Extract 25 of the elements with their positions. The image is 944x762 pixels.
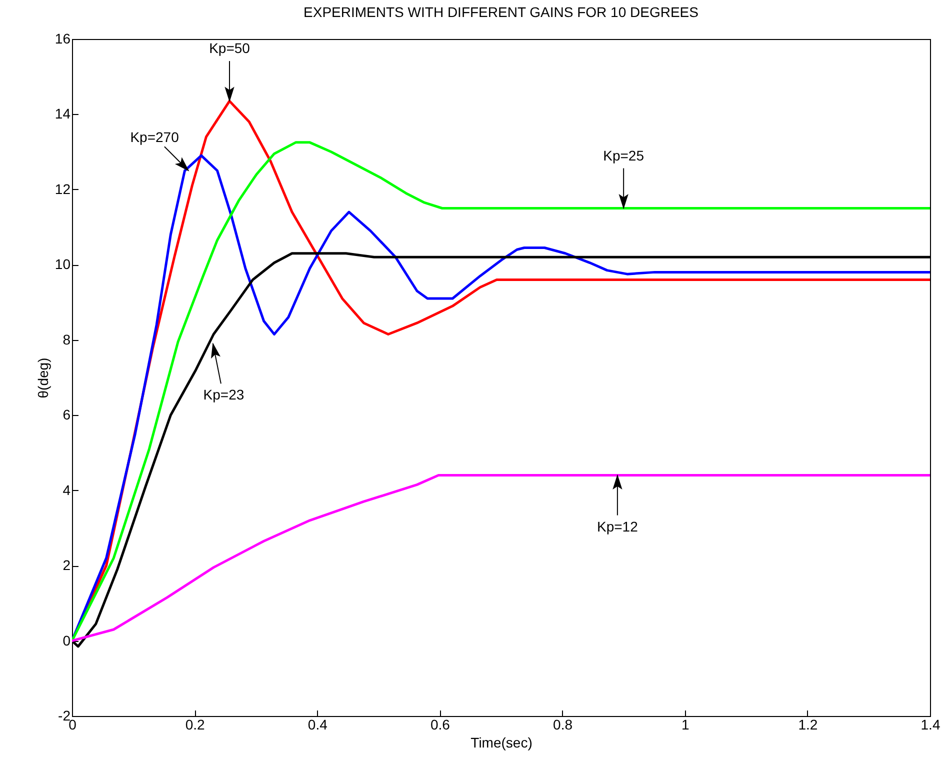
y-tick-label: 14: [54, 106, 71, 122]
y-tick-label: 16: [54, 30, 71, 46]
y-tick-label: 0: [62, 632, 71, 648]
y-tick-label: 8: [62, 331, 71, 348]
chart-title: EXPERIMENTS WITH DIFFERENT GAINS FOR 10 DEGREES: [304, 4, 698, 20]
x-tick-label: 0.4: [308, 716, 328, 732]
x-tick-label: 1: [681, 716, 690, 732]
y-tick-label: 12: [54, 180, 71, 197]
annotation: Kp=12: [597, 518, 638, 534]
annotation: Kp=50: [209, 40, 250, 56]
y-axis-title: θ(deg): [34, 358, 51, 398]
x-tick-label: 0.8: [553, 716, 573, 732]
y-tick-label: 6: [62, 406, 71, 423]
annotation: Kp=270: [130, 129, 180, 146]
x-tick-label: 1.4: [920, 716, 940, 732]
annotation: Kp=25: [603, 147, 644, 164]
x-tick-label: 1.2: [798, 716, 818, 732]
x-axis-title: Time(sec): [470, 734, 532, 750]
line-series: [72, 474, 930, 642]
y-tick-label: 10: [54, 256, 71, 272]
y-tick-label: 2: [62, 557, 71, 574]
annotation: Kp=23: [203, 386, 244, 402]
y-tick-label: 4: [62, 482, 71, 498]
x-tick-label: 0.2: [185, 716, 206, 732]
x-tick-label: 0.6: [430, 716, 450, 732]
